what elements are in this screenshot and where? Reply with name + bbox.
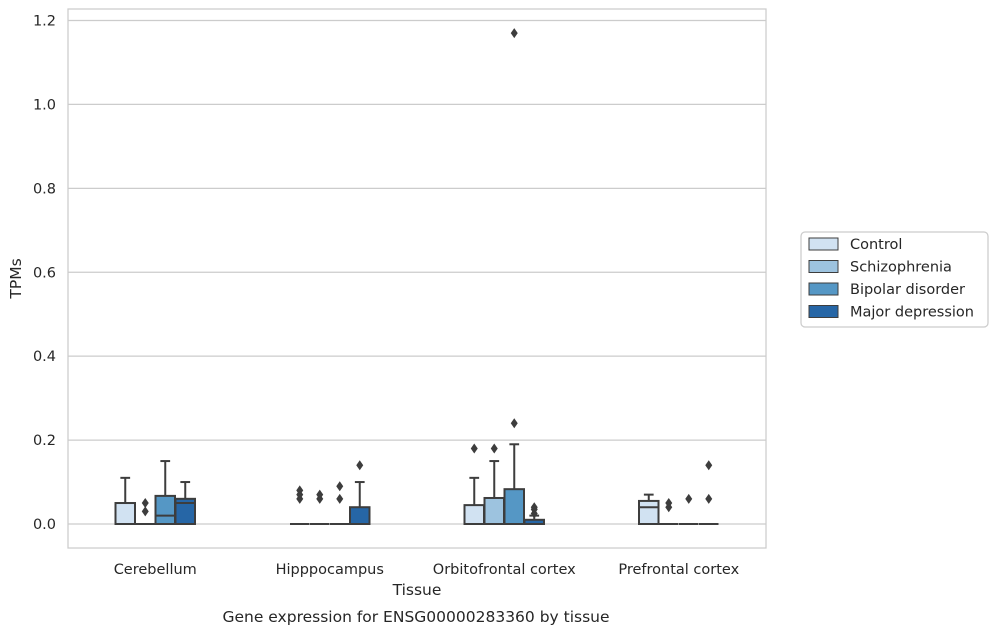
box-series-group: [114, 28, 719, 526]
outlier-point: [685, 493, 693, 504]
box-body: [503, 488, 525, 526]
box-control: [638, 493, 660, 525]
legend-entry: Major depression: [850, 305, 974, 321]
box-body: [349, 506, 371, 526]
y-tick-label: 0.0: [33, 517, 56, 533]
y-axis-label: TPMs: [7, 258, 25, 299]
box-schizophrenia: [310, 489, 330, 525]
legend-swatch: [808, 305, 839, 318]
y-tick-label: 0.2: [33, 433, 56, 449]
outlier-point: [296, 485, 304, 496]
x-tick-label: Cerebellum: [114, 562, 197, 578]
legend-frame: [800, 231, 989, 328]
box-schizophrenia: [659, 498, 679, 525]
outlier-point: [470, 443, 478, 454]
x-axis-label: Tissue: [392, 581, 442, 599]
box-control: [463, 443, 485, 525]
outlier-point: [316, 489, 324, 500]
box-bipolar-disorder: [154, 460, 176, 525]
box-body: [483, 496, 505, 526]
chart-caption: Gene expression for ENSG00000283360 by t…: [222, 608, 609, 626]
box-body: [114, 502, 136, 526]
legend-swatch: [808, 260, 839, 273]
outlier-point: [530, 502, 538, 513]
x-tick-label: Hipppocampus: [276, 562, 384, 578]
box-schizophrenia: [135, 498, 155, 525]
box-body: [174, 497, 196, 526]
y-tick-labels: 0.0 0.2 0.4 0.6 0.8 1.0 1.2: [33, 14, 56, 534]
box-control: [290, 485, 310, 525]
outlier-point: [510, 418, 518, 429]
y-gridlines: [68, 19, 766, 525]
box-bipolar-disorder: [679, 493, 699, 525]
outlier-point: [665, 498, 673, 509]
box-body: [638, 499, 660, 525]
legend-swatch: [808, 237, 839, 251]
box-bipolar-disorder: [330, 481, 350, 525]
x-tick-labels: Cerebellum Hipppocampus Orbitofrontal cort…: [114, 562, 740, 578]
box-major-depression: [523, 502, 545, 525]
box-control: [114, 476, 136, 526]
outlier-point: [141, 498, 149, 509]
legend: Control Schizophrenia Bipolar disorder Majo…: [800, 231, 989, 328]
box-body: [463, 504, 485, 525]
y-tick-label: 1.0: [33, 97, 56, 113]
plot-area-frame: [67, 8, 767, 549]
y-tick-label: 1.2: [33, 14, 56, 30]
y-tick-label: 0.8: [33, 181, 56, 197]
outlier-point: [356, 460, 364, 471]
box-major-depression: [349, 460, 371, 526]
outlier-point: [141, 506, 149, 517]
legend-entry: Bipolar disorder: [850, 282, 965, 298]
outlier-point: [705, 493, 713, 504]
box-schizophrenia: [483, 443, 505, 526]
outlier-point: [510, 28, 518, 39]
y-tick-label: 0.4: [33, 349, 56, 365]
y-tick-label: 0.6: [33, 265, 56, 281]
legend-entry: Schizophrenia: [850, 260, 952, 276]
outlier-point: [490, 443, 498, 454]
box-major-depression: [174, 481, 196, 526]
box-body: [154, 494, 176, 525]
outlier-point: [705, 460, 713, 471]
x-tick-label: Prefrontal cortex: [618, 562, 739, 578]
box-major-depression: [699, 460, 719, 525]
legend-entry: Control: [850, 237, 902, 253]
outlier-point: [336, 493, 344, 504]
legend-swatch: [808, 282, 839, 296]
x-tick-label: Orbitofrontal cortex: [433, 562, 576, 578]
box-bipolar-disorder: [503, 28, 525, 526]
outlier-point: [336, 481, 344, 492]
